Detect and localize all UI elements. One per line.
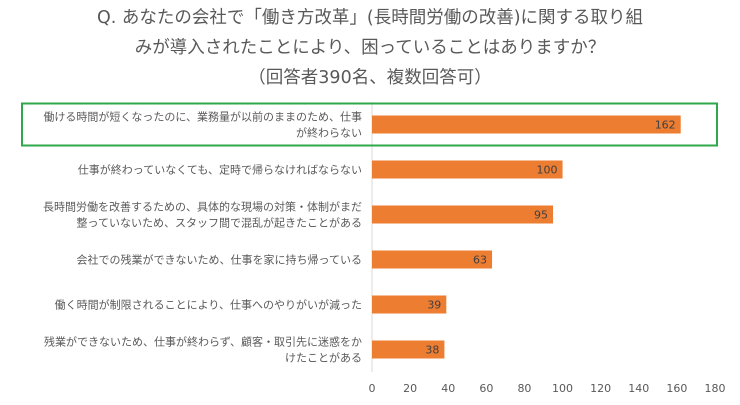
chart-title-line-1: Q. あなたの会社で「働き方改革」(長時間労働の改善)に関する取り組 [96, 8, 644, 28]
x-tick-label-8: 160 [666, 382, 687, 395]
category-label-0-line-0: 働ける時間が短くなったのに、業務量が以前のままのため、仕事 [43, 110, 362, 124]
x-tick-label-2: 40 [441, 382, 455, 395]
category-label-4-line-0: 働く時間が制限されることにより、仕事へのやりがいが減った [55, 298, 362, 312]
data-label-3: 63 [473, 254, 487, 267]
bar-5 [372, 340, 445, 359]
x-tick-label-1: 20 [403, 382, 417, 395]
category-label-5-line-1: けたことがある [285, 351, 362, 365]
category-label-2-line-0: 長時間労働を改善するための、具体的な現場の対策・体制がまだ [43, 200, 362, 214]
bar-4 [372, 295, 447, 314]
data-label-2: 95 [534, 209, 548, 222]
category-label-0-line-1: が終わらない [296, 126, 362, 140]
x-tick-label-4: 80 [517, 382, 531, 395]
chart-title-line-2: みが導入されたことにより、困っていることはありますか？ [134, 38, 606, 58]
bar-0 [372, 115, 681, 134]
x-tick-label-0: 0 [369, 382, 376, 395]
x-tick-label-9: 180 [705, 382, 726, 395]
chart-subtitle: （回答者390名、複数回答可） [248, 68, 492, 88]
data-label-1: 100 [537, 164, 558, 177]
x-tick-label-7: 140 [628, 382, 649, 395]
category-label-2-line-1: 整っていないため、スタッフ間で混乱が起きたことがある [77, 216, 362, 230]
x-tick-label-3: 60 [479, 382, 493, 395]
x-tick-label-5: 100 [552, 382, 573, 395]
bar-2 [372, 205, 554, 224]
data-label-5: 38 [425, 344, 439, 357]
data-label-0: 162 [655, 119, 676, 132]
bar-3 [372, 250, 493, 269]
data-label-4: 39 [427, 299, 441, 312]
category-label-3-line-0: 会社での残業ができないため、仕事を家に持ち帰っている [77, 253, 362, 267]
bar-1 [372, 160, 563, 179]
x-tick-label-6: 120 [590, 382, 611, 395]
category-label-5-line-0: 残業ができないため、仕事が終わらず、顧客・取引先に迷惑をか [44, 335, 362, 349]
category-label-1-line-0: 仕事が終わっていなくても、定時で帰らなければならない [78, 163, 362, 177]
highlight-frame [21, 102, 718, 147]
